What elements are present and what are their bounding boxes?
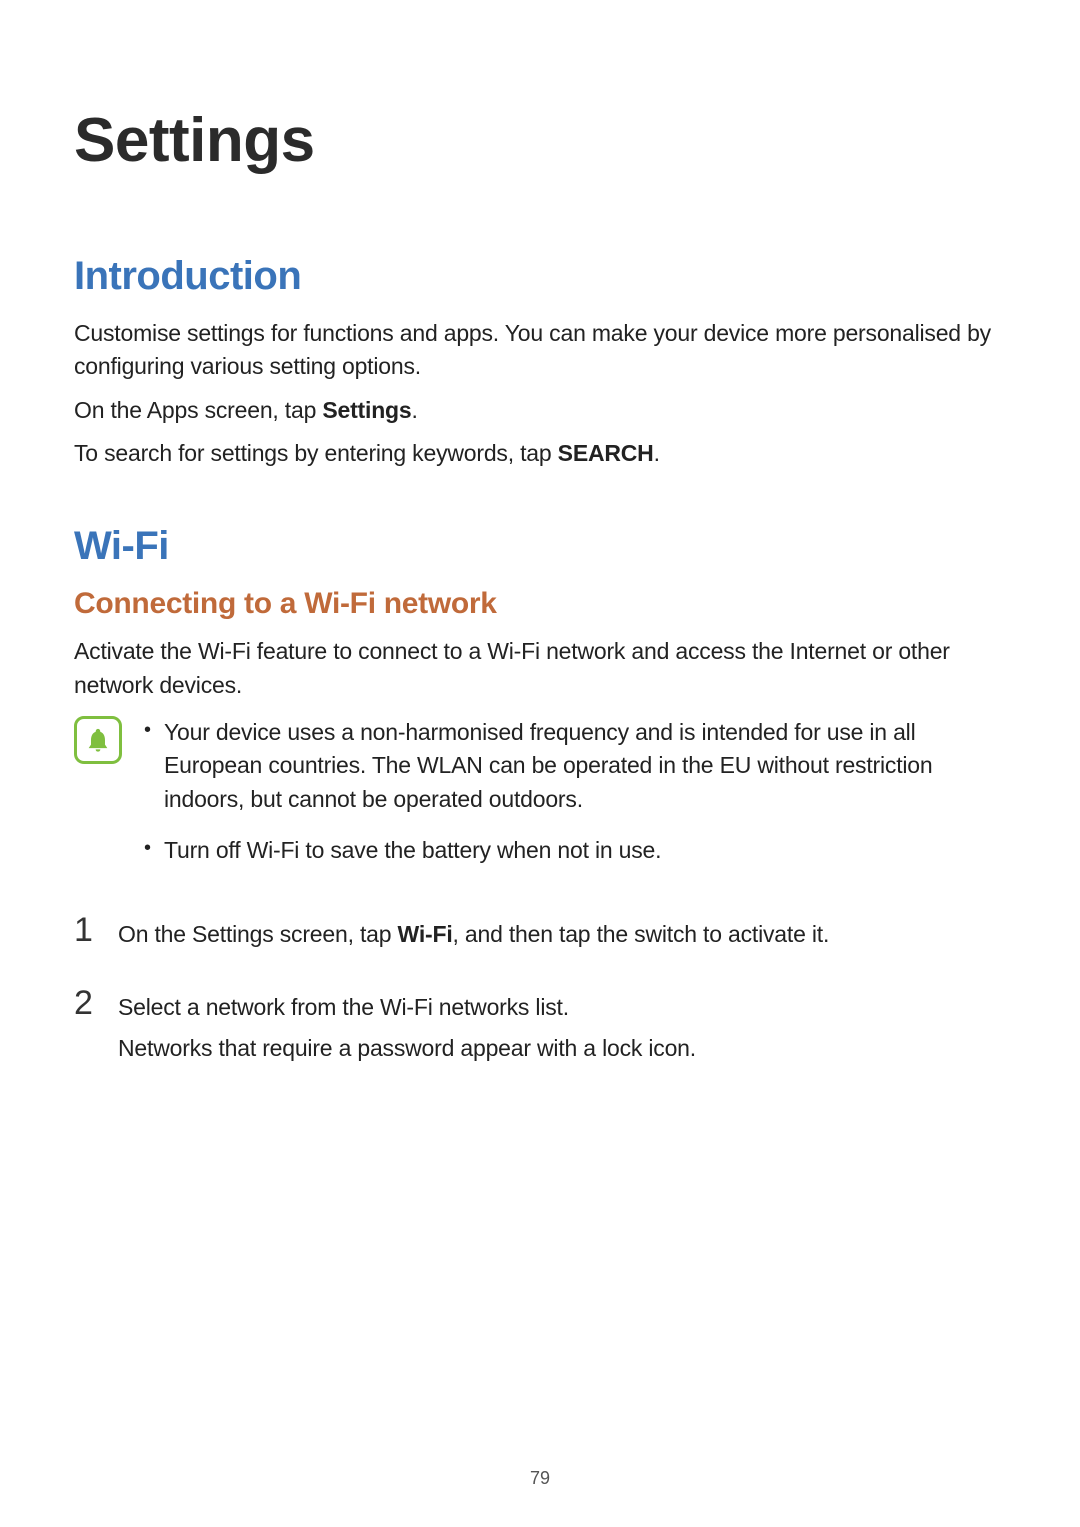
text-segment: .: [412, 397, 418, 423]
intro-para-3: To search for settings by entering keywo…: [74, 437, 1006, 470]
text-segment: , and then tap the switch to activate it…: [453, 921, 830, 947]
step-text: Networks that require a password appear …: [118, 1032, 1006, 1065]
step-number: 2: [74, 986, 100, 1020]
page-number: 79: [0, 1468, 1080, 1489]
step-body: On the Settings screen, tap Wi-Fi, and t…: [118, 913, 1006, 959]
note-block: Your device uses a non-harmonised freque…: [74, 716, 1006, 885]
note-list: Your device uses a non-harmonised freque…: [142, 716, 1006, 885]
bell-icon: [74, 716, 122, 764]
step-text: Select a network from the Wi-Fi networks…: [118, 991, 1006, 1024]
bold-wifi: Wi-Fi: [398, 921, 453, 947]
intro-para-1: Customise settings for functions and app…: [74, 317, 1006, 384]
heading-introduction: Introduction: [74, 254, 1006, 299]
page-title: Settings: [74, 105, 1006, 176]
section-introduction: Introduction Customise settings for func…: [74, 254, 1006, 470]
step-body: Select a network from the Wi-Fi networks…: [118, 986, 1006, 1074]
text-segment: On the Apps screen, tap: [74, 397, 322, 423]
bold-settings: Settings: [322, 397, 411, 423]
bold-search: SEARCH: [558, 440, 654, 466]
note-item: Your device uses a non-harmonised freque…: [142, 716, 1006, 816]
wifi-para: Activate the Wi-Fi feature to connect to…: [74, 635, 1006, 702]
text-segment: To search for settings by entering keywo…: [74, 440, 558, 466]
step-number: 1: [74, 913, 100, 947]
note-item: Turn off Wi-Fi to save the battery when …: [142, 834, 1006, 867]
heading-wifi: Wi-Fi: [74, 524, 1006, 569]
step-text: On the Settings screen, tap Wi-Fi, and t…: [118, 918, 1006, 951]
section-wifi: Wi-Fi Connecting to a Wi-Fi network Acti…: [74, 524, 1006, 1073]
text-segment: On the Settings screen, tap: [118, 921, 398, 947]
subheading-connecting: Connecting to a Wi-Fi network: [74, 587, 1006, 621]
intro-para-2: On the Apps screen, tap Settings.: [74, 394, 1006, 427]
step-2: 2 Select a network from the Wi-Fi networ…: [74, 986, 1006, 1074]
text-segment: .: [654, 440, 660, 466]
step-1: 1 On the Settings screen, tap Wi-Fi, and…: [74, 913, 1006, 959]
